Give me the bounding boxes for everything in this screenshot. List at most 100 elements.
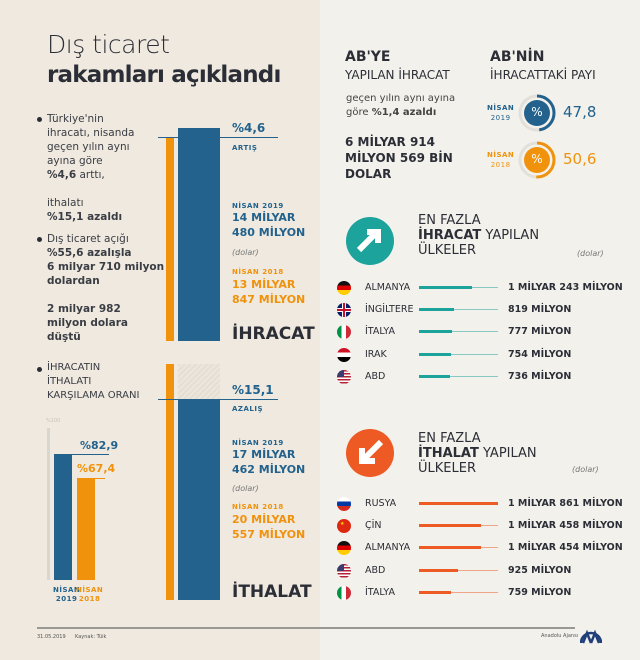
title-line1: Dış ticaret xyxy=(47,30,170,59)
footer-source: Kaynak: Tüik xyxy=(75,634,107,640)
import-2019-label: NİSAN 2019 xyxy=(232,439,284,447)
heading-bold: İTHALAT xyxy=(418,446,479,461)
export-arrow-icon xyxy=(346,217,394,265)
heading-bold: İHRACAT xyxy=(418,228,482,243)
flag-gb-icon xyxy=(337,303,351,318)
ab-share-title: AB'NİN xyxy=(490,49,545,65)
ab-export-subtitle: YAPILAN İHRACAT xyxy=(345,68,450,82)
country-row: RUSYA 1 MİLYAR 861 MİLYON xyxy=(337,496,637,512)
flag-de-icon xyxy=(337,541,351,556)
percent-icon: % xyxy=(531,105,543,119)
label-line: NİSAN xyxy=(487,104,515,112)
coverage-2018-value: %67,4 xyxy=(77,462,116,475)
text-line: ihracatı, nisanda xyxy=(47,127,135,139)
flag-de-icon xyxy=(337,281,351,295)
value-line: 480 MİLYON xyxy=(232,226,306,239)
text-line: geçen yılın aynı xyxy=(47,141,130,153)
amount-line: 6 MİLYAR 914 xyxy=(345,135,436,149)
top-export-unit: (dolar) xyxy=(577,249,604,258)
text-bold: 2 milyar 982 xyxy=(47,303,121,315)
country-value: 1 MİLYAR 458 MİLYON xyxy=(508,520,623,532)
value-line: 14 MİLYAR xyxy=(232,211,296,224)
value-line: 17 MİLYAR xyxy=(232,448,296,461)
coverage-axis-max: %100 xyxy=(46,418,61,424)
country-name: İTALYA xyxy=(365,326,395,338)
country-name: ÇİN xyxy=(365,520,382,532)
coverage-bar-2018 xyxy=(77,477,95,580)
export-2018-value: 13 MİLYAR 847 MİLYON xyxy=(232,277,305,307)
ab-share-subtitle: İHRACATTAKİ PAYI xyxy=(490,68,596,82)
country-name: ABD xyxy=(365,370,386,382)
export-title: İHRACAT xyxy=(232,324,315,344)
ab-export-amount: 6 MİLYAR 914 MİLYON 569 BİN DOLAR xyxy=(345,134,453,182)
left-panel xyxy=(0,0,320,660)
bar-fill xyxy=(419,330,452,334)
export-2019-value: 14 MİLYAR 480 MİLYON xyxy=(232,210,305,240)
import-change-line xyxy=(158,399,278,400)
bar-fill xyxy=(419,568,458,572)
country-name: ALMANYA xyxy=(365,542,411,554)
import-2018-label: NİSAN 2018 xyxy=(232,503,284,511)
country-name: ALMANYA xyxy=(365,282,411,293)
bullet-dot xyxy=(37,367,42,372)
text-bold: 6 milyar 710 milyon xyxy=(47,261,165,273)
bar-track xyxy=(419,309,498,311)
country-name: RUSYA xyxy=(365,498,397,509)
country-row: ★ ÇİN 1 MİLYAR 458 MİLYON xyxy=(337,518,637,534)
text-bold: düştü xyxy=(47,331,81,343)
share-donut xyxy=(518,94,556,132)
bar-fill xyxy=(419,374,450,378)
bullet-dot xyxy=(37,117,42,122)
top-import-heading: EN FAZLA İTHALAT YAPILAN ÜLKELER xyxy=(418,431,537,476)
bar-track xyxy=(419,375,498,377)
export-unit: (dolar) xyxy=(232,248,259,257)
flag-it-icon xyxy=(337,325,351,340)
export-bar-2018 xyxy=(166,138,174,341)
amount-line: DOLAR xyxy=(345,167,392,181)
coverage-2018-line xyxy=(77,477,105,479)
donut-arc xyxy=(518,141,556,179)
text-line: İHRACATIN xyxy=(47,362,101,373)
desc-bold: %1,4 azaldı xyxy=(371,107,437,118)
country-row: ALMANYA 1 MİLYAR 454 MİLYON xyxy=(337,540,637,556)
heading-text: YAPILAN xyxy=(478,446,537,461)
export-change: %4,6 xyxy=(232,121,266,135)
country-value: 1 MİLYAR 861 MİLYON xyxy=(508,498,623,509)
bar-track xyxy=(419,331,498,333)
country-value: 1 MİLYAR 454 MİLYON xyxy=(508,542,623,554)
import-2019-value: 17 MİLYAR 462 MİLYON xyxy=(232,447,305,477)
export-bar-2019 xyxy=(178,128,220,341)
label-line: 2018 xyxy=(490,161,511,169)
text-line: ithalatı xyxy=(47,197,84,209)
country-row: IRAK 754 MİLYON xyxy=(337,347,637,363)
top-import-unit: (dolar) xyxy=(572,465,599,474)
flag-iq-icon xyxy=(337,347,351,362)
flag-cn-icon: ★ xyxy=(337,519,351,534)
footer-divider xyxy=(37,627,575,629)
label-line: 2019 xyxy=(55,595,78,603)
export-change-line xyxy=(158,137,278,138)
bar-fill xyxy=(419,502,498,505)
value-line: 13 MİLYAR xyxy=(232,278,296,291)
coverage-axis xyxy=(47,428,50,580)
anadolu-agency-logo xyxy=(580,629,602,644)
bar-fill xyxy=(419,546,481,550)
title-line2: rakamları açıklandı xyxy=(47,62,281,88)
bar-track xyxy=(419,353,498,355)
bar-track xyxy=(419,591,498,593)
footer-agency: Anadolu Ajansı xyxy=(541,633,579,639)
ab-export-desc: geçen yılın aynı ayına göre %1,4 azaldı xyxy=(346,92,455,120)
import-unit: (dolar) xyxy=(232,484,259,493)
share-donut xyxy=(518,141,556,179)
bar-fill xyxy=(419,524,481,528)
coverage-2019-label: NİSAN 2019 xyxy=(53,586,80,604)
country-name: İNGİLTERE xyxy=(365,304,414,316)
import-bar-2018 xyxy=(166,364,174,600)
value-line: 20 MİLYAR xyxy=(232,513,296,526)
country-row: İNGİLTERE 819 MİLYON xyxy=(337,302,637,318)
import-change-label: AZALIŞ xyxy=(232,405,264,413)
import-bar-2019 xyxy=(178,399,220,600)
import-change: %15,1 xyxy=(232,383,274,397)
text-line: Dış ticaret açığı xyxy=(47,233,129,245)
heading-line: EN FAZLA xyxy=(418,213,481,228)
